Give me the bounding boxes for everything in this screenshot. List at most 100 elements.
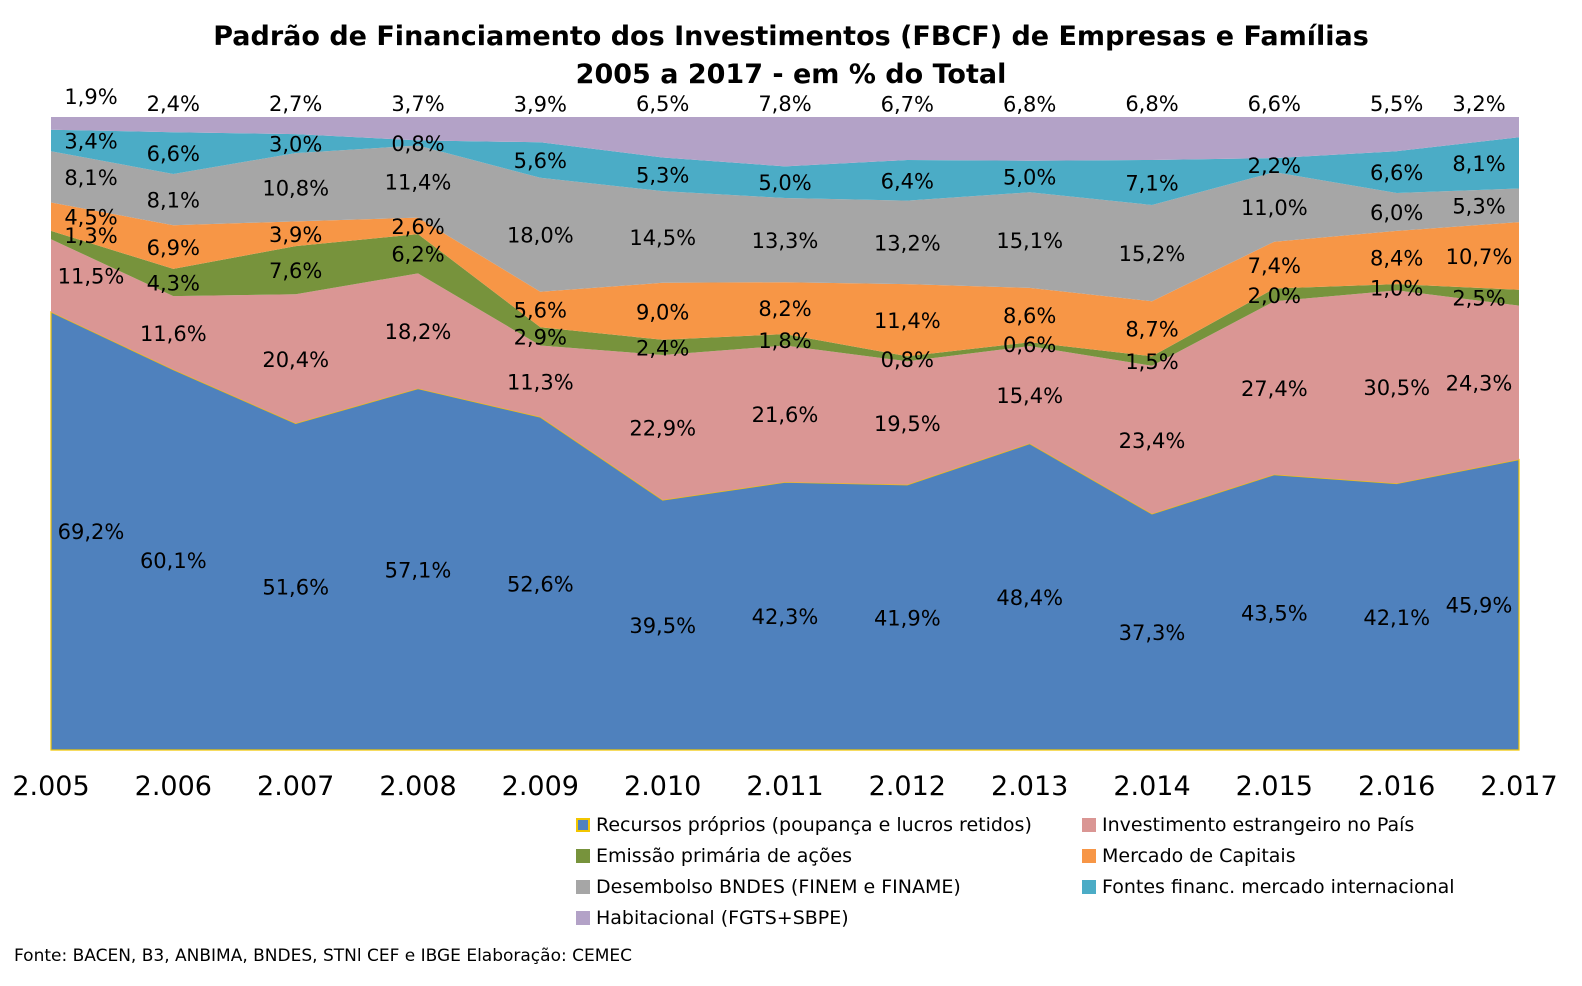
legend-swatch bbox=[576, 818, 590, 832]
data-label: 51,6% bbox=[262, 576, 329, 600]
data-label: 19,5% bbox=[874, 412, 941, 436]
data-label: 13,3% bbox=[752, 229, 819, 253]
legend-label: Emissão primária de ações bbox=[596, 845, 853, 867]
data-label: 15,2% bbox=[1119, 242, 1186, 266]
x-tick-label: 2.009 bbox=[502, 771, 579, 802]
data-label: 15,1% bbox=[996, 229, 1063, 253]
legend-label: Mercado de Capitais bbox=[1102, 845, 1296, 867]
area-series-group bbox=[50, 117, 1520, 751]
data-label: 23,4% bbox=[1119, 429, 1186, 453]
data-label: 5,6% bbox=[514, 149, 567, 173]
data-label: 52,6% bbox=[507, 573, 574, 597]
data-label: 11,4% bbox=[874, 309, 941, 333]
x-tick-label: 2.007 bbox=[257, 771, 334, 802]
data-label: 6,4% bbox=[881, 169, 934, 193]
data-label: 18,2% bbox=[385, 320, 452, 344]
x-tick-label: 2.012 bbox=[869, 771, 946, 802]
data-label: 1,0% bbox=[1370, 276, 1423, 300]
source-note: Fonte: BACEN, B3, ANBIMA, BNDES, STNl CE… bbox=[14, 946, 632, 966]
data-label: 3,9% bbox=[514, 92, 567, 116]
data-label: 4,3% bbox=[147, 272, 200, 296]
x-tick-label: 2.008 bbox=[379, 771, 456, 802]
chart-subtitle: 2005 a 2017 - em % do Total bbox=[575, 59, 1007, 90]
data-label: 3,4% bbox=[64, 129, 117, 153]
data-label: 3,9% bbox=[269, 223, 322, 247]
data-label: 10,7% bbox=[1446, 245, 1513, 269]
legend-item: Recursos próprios (poupança e lucros ret… bbox=[576, 814, 1032, 836]
data-label: 7,4% bbox=[1248, 254, 1301, 278]
legend-item: Fontes financ. mercado internacional bbox=[1082, 876, 1455, 898]
data-label: 20,4% bbox=[262, 348, 329, 372]
data-label: 6,7% bbox=[881, 92, 934, 116]
legend-swatch bbox=[576, 849, 590, 863]
area-series-5 bbox=[51, 145, 1519, 302]
data-label: 22,9% bbox=[629, 417, 696, 441]
area-series-4 bbox=[51, 202, 1519, 357]
data-label: 8,1% bbox=[147, 189, 200, 213]
data-label: 5,0% bbox=[1003, 166, 1056, 190]
data-label: 1,3% bbox=[64, 224, 117, 248]
legend-item: Investimento estrangeiro no País bbox=[1082, 814, 1414, 836]
data-label: 8,6% bbox=[1003, 304, 1056, 328]
data-label: 1,8% bbox=[758, 329, 811, 353]
legend-swatch bbox=[576, 880, 590, 894]
legend-item: Mercado de Capitais bbox=[1082, 845, 1296, 867]
data-label: 37,3% bbox=[1119, 621, 1186, 645]
data-label: 11,5% bbox=[58, 265, 125, 289]
data-label: 2,6% bbox=[391, 215, 444, 239]
data-label: 7,8% bbox=[758, 92, 811, 116]
data-label: 69,2% bbox=[58, 520, 125, 544]
data-label: 14,5% bbox=[629, 226, 696, 250]
data-label: 11,6% bbox=[140, 322, 207, 346]
legend-swatch bbox=[576, 911, 590, 925]
data-label: 6,8% bbox=[1125, 92, 1178, 116]
data-label: 6,6% bbox=[1370, 161, 1423, 185]
x-tick-label: 2.016 bbox=[1358, 771, 1435, 802]
legend-label: Investimento estrangeiro no País bbox=[1102, 814, 1415, 836]
data-label: 5,3% bbox=[1452, 194, 1505, 218]
legend-label: Fontes financ. mercado internacional bbox=[1102, 876, 1455, 898]
area-series-3 bbox=[51, 230, 1519, 366]
data-label: 42,1% bbox=[1363, 606, 1430, 630]
data-label: 2,7% bbox=[269, 92, 322, 116]
legend-swatch bbox=[1082, 880, 1096, 894]
x-tick-label: 2.011 bbox=[746, 771, 823, 802]
data-label: 48,4% bbox=[996, 586, 1063, 610]
data-label: 30,5% bbox=[1363, 376, 1430, 400]
data-label: 10,8% bbox=[262, 176, 329, 200]
data-label: 3,7% bbox=[391, 92, 444, 116]
x-tick-label: 2.013 bbox=[991, 771, 1068, 802]
data-label: 3,2% bbox=[1452, 92, 1505, 116]
data-label: 7,1% bbox=[1125, 172, 1178, 196]
data-label: 41,9% bbox=[874, 606, 941, 630]
data-label: 27,4% bbox=[1241, 377, 1308, 401]
data-label: 5,0% bbox=[758, 171, 811, 195]
chart-title: Padrão de Financiamento dos Investimento… bbox=[0, 18, 1582, 94]
legend-label: Recursos próprios (poupança e lucros ret… bbox=[596, 814, 1032, 836]
data-label: 6,6% bbox=[147, 142, 200, 166]
data-label: 7,6% bbox=[269, 259, 322, 283]
data-label: 2,2% bbox=[1248, 154, 1301, 178]
x-tick-label: 2.015 bbox=[1236, 771, 1313, 802]
legend-swatch bbox=[1082, 849, 1096, 863]
x-tick-label: 2.017 bbox=[1480, 771, 1557, 802]
data-label: 8,1% bbox=[1452, 152, 1505, 176]
data-label: 57,1% bbox=[385, 558, 452, 582]
area-series-6 bbox=[51, 129, 1519, 205]
data-label: 6,8% bbox=[1003, 92, 1056, 116]
area-series-2 bbox=[51, 239, 1519, 514]
x-tick-label: 2.006 bbox=[135, 771, 212, 802]
data-label: 15,4% bbox=[996, 384, 1063, 408]
data-label: 6,2% bbox=[391, 243, 444, 267]
data-label: 43,5% bbox=[1241, 601, 1308, 625]
chart-title-line1: Padrão de Financiamento dos Investimento… bbox=[213, 21, 1369, 52]
legend-item: Habitacional (FGTS+SBPE) bbox=[576, 907, 849, 929]
data-label: 9,0% bbox=[636, 300, 689, 324]
data-label: 6,5% bbox=[636, 92, 689, 116]
data-label: 2,9% bbox=[514, 325, 567, 349]
x-axis-tick-labels: 2.005 2.006 2.007 2.008 2.009 2.010 2.011 2.012… bbox=[12, 771, 1557, 802]
data-label: 2,0% bbox=[1248, 284, 1301, 308]
legend-swatch bbox=[1082, 818, 1096, 832]
data-label: 2,4% bbox=[636, 336, 689, 360]
